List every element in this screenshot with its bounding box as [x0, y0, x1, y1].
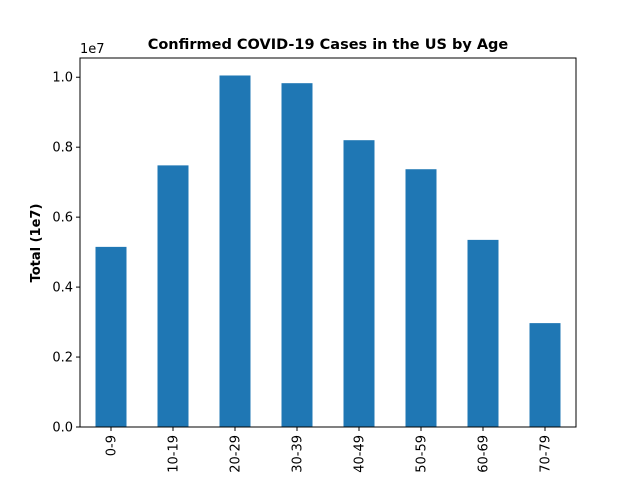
- y-tick-label: 0.8: [52, 141, 73, 156]
- y-axis-offset-label: 1e7: [80, 42, 105, 57]
- plot-frame: [79, 57, 577, 428]
- bar-20-29: [219, 75, 251, 427]
- x-tick-label: 40-49: [353, 435, 368, 473]
- bar-40-49: [343, 140, 375, 427]
- y-axis-label: Total (1e7): [29, 204, 44, 283]
- x-tick-label: 10-19: [167, 435, 182, 473]
- y-axis: 0.0 0.2 0.4 0.6 0.8 1.0: [52, 71, 80, 436]
- y-tick-label: 0.6: [52, 211, 73, 226]
- chart-title: Confirmed COVID-19 Cases in the US by Ag…: [148, 37, 509, 53]
- y-tick-label: 1.0: [52, 71, 73, 86]
- x-tick-label: 0-9: [105, 435, 120, 456]
- x-tick-label: 20-29: [229, 435, 244, 473]
- bar-30-39: [281, 83, 313, 428]
- x-axis: 0-9 10-19 20-29 30-39 40-49 50-59 60-69 70-79: [105, 427, 554, 473]
- bar-60-69: [467, 239, 499, 427]
- x-tick-label: 30-39: [291, 435, 306, 473]
- bar-0-9: [95, 246, 127, 427]
- x-tick-label: 50-59: [415, 435, 430, 473]
- y-tick-label: 0.4: [52, 281, 73, 296]
- y-tick-label: 0.2: [52, 351, 73, 366]
- x-tick-label: 60-69: [477, 435, 492, 473]
- x-tick-label: 70-79: [539, 435, 554, 473]
- bar-70-79: [529, 323, 561, 427]
- y-tick-label: 0.0: [52, 421, 73, 436]
- bar-10-19: [157, 165, 189, 427]
- bars-group: [95, 75, 561, 428]
- bar-50-59: [405, 169, 437, 427]
